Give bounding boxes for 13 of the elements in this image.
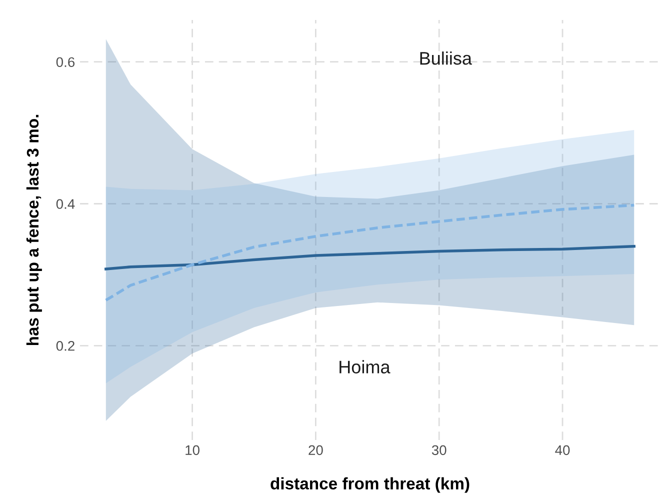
annotation: Buliisa bbox=[420, 51, 472, 65]
annotation: Hoima bbox=[340, 360, 390, 374]
y-tick-label: 0.2 bbox=[56, 340, 74, 351]
x-tick-label: 20 bbox=[308, 445, 323, 456]
x-tick-label: 10 bbox=[186, 445, 200, 456]
line-series bbox=[104, 244, 636, 270]
x-axis-title: distance from threat (km) bbox=[270, 477, 470, 493]
y-tick-label: 0.6 bbox=[56, 57, 75, 68]
line-series bbox=[104, 204, 636, 302]
x-tick-label: 30 bbox=[432, 445, 446, 456]
y-tick-label: 0.4 bbox=[56, 199, 75, 209]
x-tick-label: 40 bbox=[555, 445, 570, 456]
y-axis-title: has put up a fence, last 3 mo. bbox=[26, 114, 42, 346]
